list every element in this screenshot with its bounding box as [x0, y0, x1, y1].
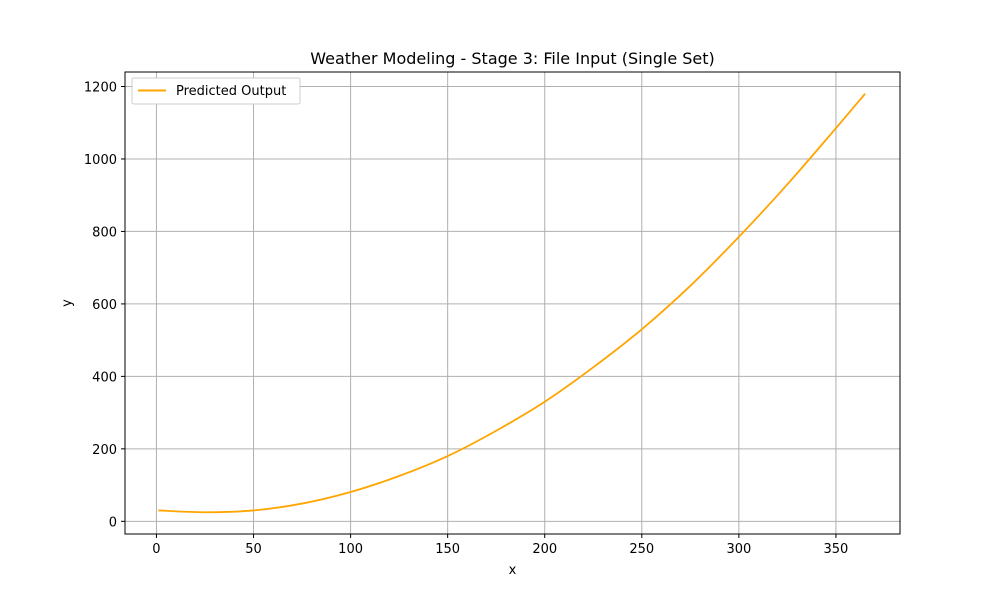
- legend: Predicted Output: [131, 77, 301, 105]
- chart-title: Weather Modeling - Stage 3: File Input (…: [310, 49, 715, 68]
- x-tick-label: 50: [245, 542, 262, 557]
- series-line-predicted-output: [158, 93, 866, 514]
- x-tick-label: 200: [532, 542, 557, 557]
- x-tick-label: 250: [629, 542, 654, 557]
- legend-box: [131, 77, 301, 105]
- y-axis: 0 200 400 600 800 1000 1200: [84, 80, 125, 530]
- x-axis: 0 50 100 150 200 250 300 350: [152, 534, 848, 557]
- legend-label-predicted-output: Predicted Output: [176, 84, 286, 99]
- y-tick-label: 800: [92, 225, 117, 240]
- y-tick-label: 600: [92, 298, 117, 313]
- y-tick-label: 200: [92, 443, 117, 458]
- x-tick-label: 100: [338, 542, 363, 557]
- x-tick-label: 350: [824, 542, 849, 557]
- x-tick-label: 300: [726, 542, 751, 557]
- series-layer: [158, 93, 866, 514]
- plot-frame: [124, 71, 901, 535]
- y-tick-label: 0: [109, 515, 117, 530]
- y-tick-label: 1000: [84, 153, 117, 168]
- y-tick-label: 1200: [84, 80, 117, 95]
- x-axis-label: x: [509, 563, 517, 578]
- y-tick-label: 400: [92, 370, 117, 385]
- y-axis-label: y: [60, 299, 75, 307]
- x-tick-label: 150: [435, 542, 460, 557]
- grid: [125, 72, 900, 534]
- x-tick-label: 0: [152, 542, 160, 557]
